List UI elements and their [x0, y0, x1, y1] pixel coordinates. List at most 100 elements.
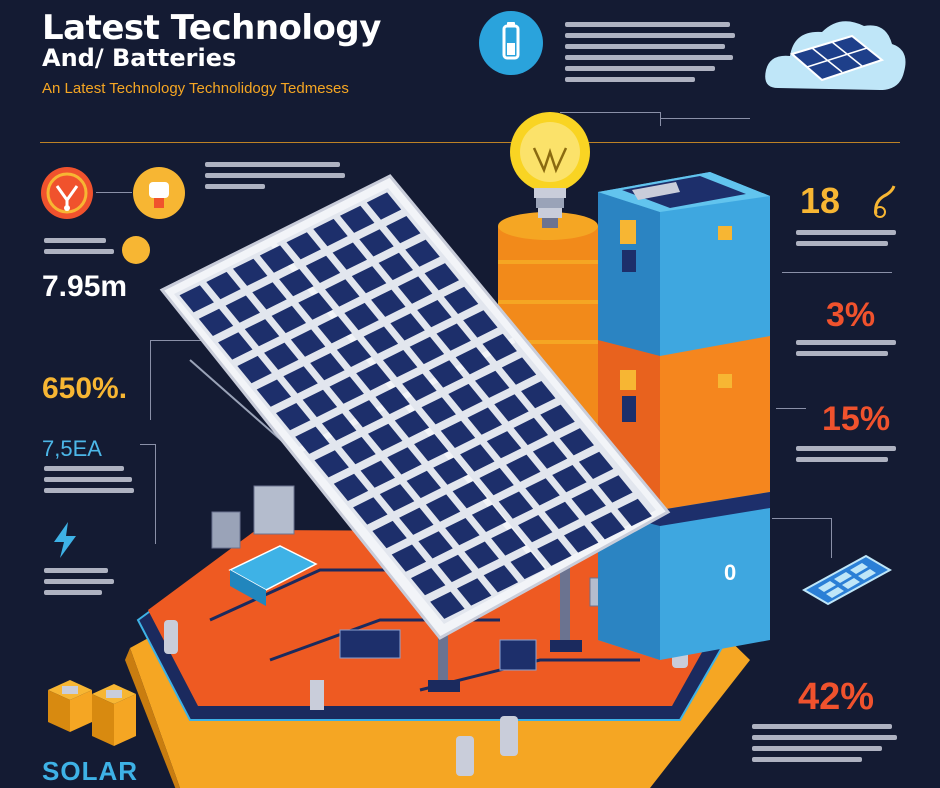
- solar-cell: [540, 404, 575, 432]
- battery-label: 0: [724, 560, 737, 585]
- solar-cell: [375, 386, 410, 415]
- stat-right-mid1: 3%: [826, 296, 876, 334]
- solar-cell: [233, 258, 268, 286]
- stat-left-current: 7,5EA: [42, 436, 102, 461]
- solar-cell: [483, 565, 519, 593]
- solar-cell: [383, 350, 418, 378]
- battery-cubes-icon: [44, 666, 140, 750]
- leader-line: [96, 192, 132, 193]
- solar-cell: [518, 515, 553, 543]
- solar-cell: [491, 528, 526, 556]
- leader-line: [660, 112, 661, 126]
- solar-cell: [452, 481, 487, 509]
- solar-cell: [386, 216, 421, 244]
- solar-cell: [314, 450, 349, 478]
- solar-cell: [360, 460, 395, 488]
- solar-cell: [475, 370, 510, 398]
- solar-cell: [430, 591, 465, 619]
- solar-cell: [544, 501, 580, 530]
- solar-cell: [271, 305, 306, 334]
- page-subtitle: An Latest Technology Technolidogy Tedmes…: [42, 80, 349, 97]
- solar-cell: [348, 400, 384, 428]
- stat-right-bottom: 42%: [798, 676, 875, 718]
- page-title: Latest Technology: [42, 8, 381, 48]
- solar-cell: [295, 426, 330, 454]
- leader-line: [782, 272, 892, 273]
- solar-cell: [433, 457, 468, 485]
- solar-cell: [513, 417, 548, 446]
- solar-cell: [372, 520, 407, 549]
- solar-cell: [418, 531, 453, 559]
- solar-platform-illustration: [125, 112, 770, 788]
- solar-cell: [471, 504, 507, 532]
- plug-icon: [870, 184, 900, 220]
- solar-cell: [283, 366, 318, 394]
- solar-cell: [405, 239, 440, 267]
- solar-cell: [378, 252, 413, 281]
- solar-cell: [417, 300, 452, 328]
- solar-cell: [443, 286, 479, 314]
- solar-cell: [179, 285, 214, 313]
- solar-cell: [340, 205, 375, 233]
- left-info-text: [44, 238, 114, 260]
- solar-cell: [317, 316, 352, 344]
- lightbulb-icon: [510, 112, 590, 228]
- leader-line: [560, 112, 660, 122]
- solar-cell: [336, 339, 372, 367]
- cloud-solar-icon: [760, 8, 910, 100]
- solar-cell: [494, 394, 529, 422]
- solar-cell: [225, 295, 260, 323]
- right-mid1-info: [796, 340, 896, 362]
- solar-cell: [414, 434, 449, 462]
- solar-cell: [564, 525, 599, 553]
- stat-right-mid2: 15%: [822, 400, 891, 438]
- solar-cell: [333, 473, 369, 501]
- solar-cell: [353, 497, 388, 525]
- solar-cell: [341, 436, 376, 465]
- solar-cell: [482, 333, 517, 362]
- solar-cell: [457, 578, 492, 606]
- header-divider: [40, 142, 900, 143]
- solar-cell: [501, 357, 537, 385]
- solar-cell: [387, 447, 422, 475]
- solar-cell: [256, 379, 292, 407]
- solar-cell: [310, 353, 345, 381]
- solar-cell: [445, 518, 480, 546]
- solar-cell: [351, 266, 387, 294]
- solar-cell: [455, 347, 491, 375]
- solar-cell: [440, 420, 476, 448]
- solar-cell: [464, 541, 499, 569]
- solar-cell-icon: [800, 550, 893, 606]
- solar-cell: [397, 276, 433, 304]
- solar-cell: [356, 363, 391, 391]
- solar-cell: [344, 302, 379, 331]
- solar-cell: [402, 373, 437, 401]
- left-bottom-info: [44, 568, 114, 601]
- solar-cell: [391, 544, 427, 572]
- stat-right-top: 18: [800, 180, 841, 221]
- lightbulb-small-icon: [132, 166, 186, 220]
- solar-cell: [436, 323, 471, 351]
- solar-cell: [302, 389, 338, 418]
- solar-cell: [424, 263, 459, 291]
- solar-panel-cells: [179, 192, 652, 619]
- right-bottom-info: [752, 724, 897, 768]
- solar-cell: [279, 269, 314, 297]
- solar-cell: [571, 488, 606, 516]
- solar-cell: [448, 383, 483, 412]
- stat-left-percent: 650%.: [42, 372, 128, 405]
- solar-cell: [218, 332, 253, 360]
- solar-cell: [399, 507, 434, 535]
- solar-cell: [510, 551, 545, 580]
- solar-cell: [290, 329, 326, 357]
- solar-cell: [206, 271, 241, 300]
- solar-cell: [264, 342, 299, 370]
- solar-cell: [325, 279, 360, 307]
- solar-cell: [276, 403, 311, 431]
- solar-cell: [379, 484, 415, 512]
- solar-cell: [305, 255, 341, 283]
- solar-cell: [590, 512, 626, 540]
- solar-cell: [329, 376, 364, 404]
- solar-cell: [460, 444, 495, 472]
- solar-cell: [286, 232, 321, 260]
